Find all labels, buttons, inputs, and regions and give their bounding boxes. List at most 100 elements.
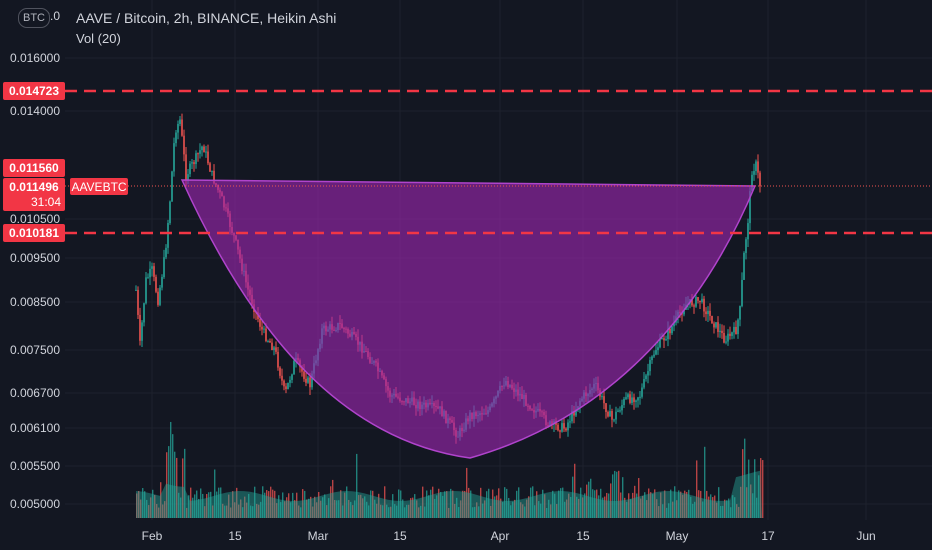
candle-body [301,366,303,372]
volume-bar [434,498,436,518]
volume-bar [582,497,584,518]
candle-body [193,162,195,165]
volume-bar [284,501,286,518]
volume-bar [192,497,194,518]
candle-body [169,201,171,224]
volume-bar [286,497,288,518]
volume-bar [350,501,352,518]
volume-bar [382,505,384,518]
level-label-lower[interactable]: 0.010181 [3,224,65,242]
volume-bar [610,483,612,518]
candle-body [641,387,643,397]
candle-body [669,328,671,334]
volume-bar [332,479,334,518]
currency-badge[interactable]: BTC [18,8,50,28]
volume-bar [624,497,626,518]
candle-body [273,347,275,350]
volume-bar [496,495,498,518]
volume-bar [138,490,140,518]
volume-bar [730,507,732,518]
candle-body [601,396,603,398]
volume-bar [742,449,744,518]
volume-bar [626,501,628,518]
volume-bar [406,504,408,518]
candle-body [305,378,307,383]
candle-body [559,430,561,432]
volume-bar [174,451,176,518]
cup-pattern-drawing[interactable] [180,179,757,459]
volume-bar [448,507,450,518]
volume-bar [336,500,338,518]
volume-bar [404,507,406,518]
volume-bar [208,492,210,518]
volume-bar [288,493,290,518]
volume-bar [426,490,428,518]
time-tick: Jun [856,529,875,543]
volume-bar [456,497,458,518]
volume-bar [564,501,566,518]
volume-bar [196,490,198,518]
volume-bar [708,496,710,518]
price-tick: 0.016000 [10,51,60,65]
volume-bar [410,498,412,518]
candle-body [629,394,631,403]
volume-bar [154,495,156,518]
bar-countdown-text: 31:04 [31,195,61,209]
time-axis[interactable]: Feb 15 Mar 15 Apr 15 May 17 Jun [142,529,876,543]
volume-bar [294,500,296,518]
candle-body [755,161,757,172]
volume-bar [136,493,138,518]
volume-bar [190,487,192,518]
volume-bar [444,491,446,518]
candle-body [161,277,163,288]
volume-bar [438,488,440,518]
volume-bar [756,497,758,518]
candle-body [147,277,149,279]
candle-body [173,143,175,172]
volume-bar [586,484,588,518]
volume-bar [704,446,706,518]
volume-ma-area [136,470,762,518]
volume-bar [236,487,238,518]
candle-body [569,421,571,423]
volume-bar [518,487,520,518]
volume-indicator-label[interactable]: Vol (20) [76,31,121,46]
volume-bar [146,499,148,518]
candle-body [737,319,739,335]
candle-body [705,311,707,315]
volume-bar [228,494,230,518]
volume-bar [710,494,712,518]
volume-bar [538,501,540,518]
volume-bar [528,496,530,518]
candle-body [731,332,733,336]
candle-body [673,322,675,327]
candle-body [735,326,737,335]
volume-bar [584,493,586,518]
volume-bar [488,488,490,518]
candle-body [631,397,633,403]
volume-bar [202,493,204,518]
volume-bar [374,499,376,518]
volume-bar [580,487,582,518]
volume-bar [614,470,616,518]
candle-body [723,332,725,343]
volume-bar [338,500,340,518]
candle-body [613,419,615,421]
volume-bar [376,503,378,518]
price-tick: 0.014000 [10,104,60,118]
volume-bar [472,507,474,518]
volume-bar [152,489,154,518]
candle-body [651,356,653,361]
volume-bar [384,486,386,518]
candle-body [267,340,269,342]
time-tick: 15 [576,529,590,543]
candle-body [269,340,271,343]
candle-body [263,328,265,330]
level-label-upper[interactable]: 0.014723 [3,82,65,100]
candle-body [153,266,155,277]
volume-bar [596,489,598,518]
volume-bar [362,498,364,518]
volume-bar [464,490,466,518]
volume-bar [594,490,596,518]
